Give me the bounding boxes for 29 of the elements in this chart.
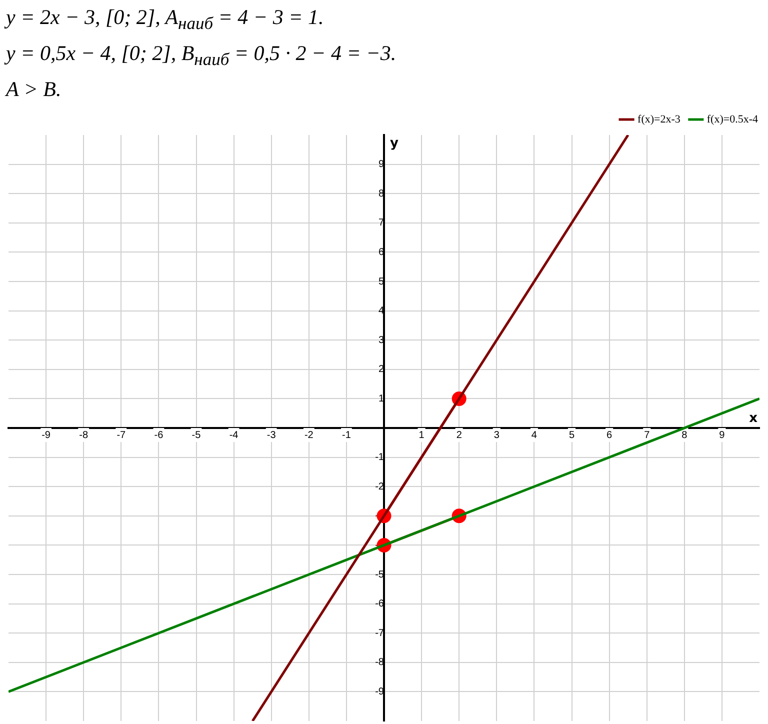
legend-label: f(x)=0.5x-4 (706, 114, 758, 126)
y-axis-title: y (390, 136, 399, 152)
y-tick-label: -7 (375, 628, 384, 640)
text: A > B. (6, 76, 62, 104)
x-tick-label: -7 (116, 430, 126, 442)
text: y = 0,5x − 4, [0; 2], B$_{наиб}$ = 0,5 · 2 − 4 = −3. (6, 40, 398, 72)
y-tick-label: -1 (375, 452, 384, 464)
x-tick-label: -4 (229, 430, 239, 442)
x-tick-label: -5 (192, 430, 202, 442)
x-tick-label: -1 (342, 430, 352, 442)
x-tick-label: 4 (531, 430, 538, 442)
x-tick-label: 8 (682, 430, 688, 442)
x-tick-label: 6 (606, 430, 613, 442)
y-tick-label: 1 (378, 394, 384, 405)
x-tick-label: -8 (79, 430, 88, 442)
x-tick-label: 3 (494, 430, 500, 442)
x-tick-label: 2 (456, 430, 462, 442)
text: y = 2x − 3, [0; 2], A$_{наиб}$ = 4 − 3 = 1. (6, 4, 325, 36)
x-tick-label: 1 (418, 430, 425, 442)
x-axis-title: x (749, 411, 758, 426)
x-tick-label: -3 (266, 430, 276, 442)
legend-label: f(x)=2x-3 (638, 114, 681, 126)
x-tick-label: 9 (719, 430, 726, 442)
x-tick-label: 7 (644, 430, 650, 442)
x-tick-label: -6 (154, 430, 164, 442)
x-tick-label: 5 (568, 430, 575, 442)
x-tick-label: -9 (42, 430, 51, 442)
y-tick-label: 4 (378, 306, 384, 317)
x-tick-label: -2 (304, 430, 314, 442)
